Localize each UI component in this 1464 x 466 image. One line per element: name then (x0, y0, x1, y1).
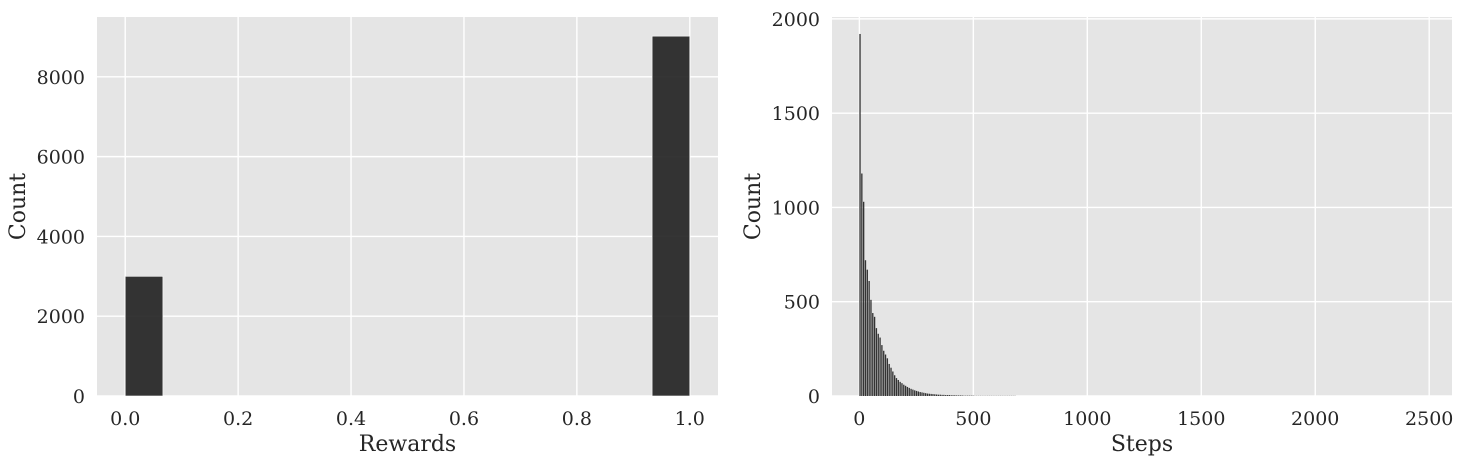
histogram-bar (884, 354, 887, 396)
histogram-bar (908, 387, 910, 396)
histogram-bar (912, 389, 914, 396)
y-tick-label: 500 (784, 292, 820, 314)
histogram-bar (859, 33, 861, 396)
y-tick-label: 6000 (37, 147, 85, 169)
steps-x-axis-label: Steps (1111, 432, 1173, 457)
rewards-y-axis-label: Count (6, 173, 31, 240)
rewards-histogram-panel: 0.0 0.2 0.4 0.6 0.8 1.0 0 2000 4000 6000 8000 Rew… (6, 17, 718, 457)
rewards-x-axis-label: Rewards (359, 432, 456, 457)
histogram-bar (899, 381, 901, 396)
histogram-bar (926, 393, 929, 396)
rewards-y-tick-labels: 0 2000 4000 6000 8000 (37, 67, 85, 408)
steps-y-axis-label: Count (741, 173, 766, 240)
x-tick-label: 0.2 (223, 408, 253, 430)
histogram-bar (894, 375, 896, 396)
histogram-bar (952, 395, 954, 396)
y-tick-label: 4000 (37, 226, 85, 248)
x-tick-label: 2500 (1405, 408, 1453, 430)
histogram-bar (959, 395, 961, 396)
histogram-bar (939, 394, 941, 396)
histogram-bar (883, 350, 885, 396)
histogram-bar (954, 395, 956, 396)
histogram-bar (879, 337, 881, 396)
histogram-bar (901, 383, 903, 396)
histogram-bar (925, 393, 927, 396)
histogram-bar (892, 371, 894, 396)
histogram-bar (861, 173, 863, 396)
histogram-bar (890, 367, 892, 396)
x-tick-label: 1500 (1177, 408, 1225, 430)
x-tick-label: 1.0 (675, 408, 705, 430)
histogram-bar (864, 260, 867, 396)
histogram-bar (957, 395, 960, 396)
histogram-bar (872, 313, 874, 396)
histogram-bar (124, 276, 164, 397)
x-tick-label: 0 (853, 408, 865, 430)
histogram-bar (935, 394, 938, 396)
steps-y-tick-labels: 0 500 1000 1500 2000 (772, 9, 820, 408)
x-tick-label: 2000 (1291, 408, 1339, 430)
histogram-bar (956, 395, 958, 396)
x-tick-label: 500 (955, 408, 991, 430)
histogram-bar (946, 395, 949, 396)
steps-gridlines (832, 17, 1452, 397)
histogram-bar (886, 358, 889, 396)
histogram-bar (937, 394, 940, 396)
histogram-bar (868, 280, 870, 396)
y-tick-label: 1500 (772, 103, 820, 125)
histogram-bar (870, 299, 872, 396)
histogram-bar (928, 393, 930, 396)
histogram-bar (932, 394, 934, 396)
histogram-bar (875, 328, 878, 396)
y-tick-label: 2000 (772, 9, 820, 31)
histogram-bar (921, 392, 923, 396)
histogram-bar (917, 391, 920, 396)
rewards-bars (124, 35, 691, 397)
histogram-bar (941, 394, 943, 396)
histogram-bar (895, 378, 898, 396)
x-tick-label: 0.6 (449, 408, 479, 430)
histogram-bar (943, 394, 945, 396)
histogram-bar (945, 395, 947, 396)
histogram-bar (903, 384, 905, 396)
histogram-bar (863, 201, 865, 396)
steps-plot-area (832, 17, 1452, 396)
histogram-bar (961, 395, 963, 396)
histogram-bar (897, 379, 899, 396)
histogram-bar (651, 35, 691, 397)
histogram-bar (923, 392, 925, 396)
y-tick-label: 1000 (772, 197, 820, 219)
x-tick-label: 0.4 (336, 408, 366, 430)
y-tick-label: 0 (808, 386, 820, 408)
histogram-bar (904, 385, 907, 396)
steps-x-tick-labels: 0 500 1000 1500 2000 2500 (853, 408, 1453, 430)
histogram-bar (934, 394, 936, 396)
y-tick-label: 8000 (37, 67, 85, 89)
histogram-bar (866, 269, 868, 396)
x-tick-label: 0.8 (562, 408, 592, 430)
x-tick-label: 0.0 (110, 408, 140, 430)
steps-bars (859, 33, 1016, 396)
histogram-bar (914, 390, 916, 396)
histogram-bar (873, 316, 876, 396)
rewards-x-tick-labels: 0.0 0.2 0.4 0.6 0.8 1.0 (110, 408, 705, 430)
histogram-bar (948, 395, 951, 396)
histogram-bar (950, 395, 952, 396)
y-tick-label: 0 (73, 386, 85, 408)
histogram-bar (877, 333, 879, 396)
histogram-bar (930, 393, 932, 396)
histogram-bar (919, 392, 921, 396)
steps-histogram-panel: 0 500 1000 1500 2000 2500 0 500 1000 1500 2000 St… (741, 9, 1453, 457)
histogram-bar (915, 390, 918, 396)
x-tick-label: 1000 (1063, 408, 1111, 430)
histogram-bar (906, 386, 909, 396)
histogram-bar (888, 363, 890, 396)
histogram-bar (881, 345, 883, 396)
histogram-bar (910, 388, 912, 396)
rewards-plot-area (97, 17, 718, 396)
y-tick-label: 2000 (37, 306, 85, 328)
